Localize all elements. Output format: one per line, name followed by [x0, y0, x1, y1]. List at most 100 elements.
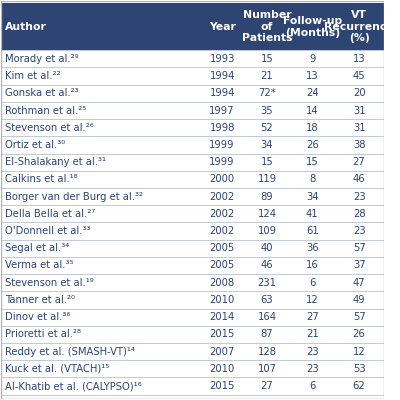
Text: 8: 8 — [309, 174, 316, 184]
Text: 6: 6 — [309, 381, 316, 391]
Text: 15: 15 — [261, 54, 273, 64]
Text: 9: 9 — [309, 54, 316, 64]
Text: Della Bella et al.²⁷: Della Bella et al.²⁷ — [5, 209, 96, 219]
Text: 128: 128 — [258, 346, 276, 356]
Text: 20: 20 — [353, 88, 366, 98]
Text: 16: 16 — [306, 260, 319, 270]
Text: 15: 15 — [261, 157, 273, 167]
Text: Borger van der Burg et al.³²: Borger van der Burg et al.³² — [5, 192, 143, 202]
Text: 61: 61 — [306, 226, 319, 236]
Text: Verma et al.³⁵: Verma et al.³⁵ — [5, 260, 74, 270]
Text: El-Shalakany et al.³¹: El-Shalakany et al.³¹ — [5, 157, 106, 167]
Text: 2015: 2015 — [210, 381, 235, 391]
Text: 23: 23 — [353, 192, 366, 202]
Text: 164: 164 — [258, 312, 276, 322]
Text: 1998: 1998 — [210, 123, 235, 133]
Text: 1999: 1999 — [209, 157, 235, 167]
Text: Follow-up
(Months): Follow-up (Months) — [283, 16, 342, 38]
Text: Kim et al.²²: Kim et al.²² — [5, 71, 61, 81]
Text: 23: 23 — [306, 346, 319, 356]
Text: Author: Author — [5, 22, 47, 32]
Text: Ortiz et al.³⁰: Ortiz et al.³⁰ — [5, 140, 66, 150]
Text: 26: 26 — [306, 140, 319, 150]
Text: Morady et al.²⁹: Morady et al.²⁹ — [5, 54, 79, 64]
Text: 27: 27 — [261, 381, 273, 391]
Text: 57: 57 — [353, 243, 366, 253]
Text: 63: 63 — [261, 295, 273, 305]
Text: 46: 46 — [353, 174, 366, 184]
Text: 2000: 2000 — [210, 174, 235, 184]
Text: Number
of
Patients: Number of Patients — [242, 10, 292, 44]
Text: Kuck et al. (VTACH)¹⁵: Kuck et al. (VTACH)¹⁵ — [5, 364, 110, 374]
Text: Segal et al.³⁴: Segal et al.³⁴ — [5, 243, 70, 253]
Text: 35: 35 — [261, 106, 273, 116]
Text: 21: 21 — [306, 329, 319, 339]
Text: 107: 107 — [258, 364, 276, 374]
Text: Prioretti et al.²⁸: Prioretti et al.²⁸ — [5, 329, 81, 339]
Text: 28: 28 — [353, 209, 366, 219]
Text: 72*: 72* — [258, 88, 276, 98]
Text: Reddy et al. (SMASH-VT)¹⁴: Reddy et al. (SMASH-VT)¹⁴ — [5, 346, 135, 356]
Text: 41: 41 — [306, 209, 319, 219]
Text: 1999: 1999 — [209, 140, 235, 150]
Text: VT
Recurrence
(%): VT Recurrence (%) — [324, 10, 394, 44]
Text: 124: 124 — [258, 209, 276, 219]
Text: 119: 119 — [258, 174, 276, 184]
Text: 109: 109 — [258, 226, 276, 236]
Text: 24: 24 — [306, 88, 319, 98]
Text: 13: 13 — [353, 54, 366, 64]
Text: Gonska et al.²³: Gonska et al.²³ — [5, 88, 79, 98]
Text: 1997: 1997 — [209, 106, 235, 116]
Text: 53: 53 — [353, 364, 366, 374]
Text: Calkins et al.¹⁸: Calkins et al.¹⁸ — [5, 174, 78, 184]
Text: 2015: 2015 — [210, 329, 235, 339]
Text: 18: 18 — [306, 123, 319, 133]
Text: 2005: 2005 — [210, 243, 235, 253]
Text: 1994: 1994 — [210, 88, 235, 98]
Text: 14: 14 — [306, 106, 319, 116]
Text: 27: 27 — [353, 157, 366, 167]
Text: 2008: 2008 — [210, 278, 235, 288]
Text: Al-Khatib et al. (CALYPSO)¹⁶: Al-Khatib et al. (CALYPSO)¹⁶ — [5, 381, 142, 391]
Text: 1994: 1994 — [210, 71, 235, 81]
Text: 34: 34 — [261, 140, 273, 150]
Text: Rothman et al.²⁵: Rothman et al.²⁵ — [5, 106, 86, 116]
Text: 57: 57 — [353, 312, 366, 322]
Text: 1993: 1993 — [210, 54, 235, 64]
Text: 37: 37 — [353, 260, 366, 270]
Text: 2010: 2010 — [210, 295, 235, 305]
Text: 49: 49 — [353, 295, 366, 305]
Text: 21: 21 — [261, 71, 273, 81]
Text: Dinov et al.³⁶: Dinov et al.³⁶ — [5, 312, 70, 322]
Text: Stevenson et al.¹⁹: Stevenson et al.¹⁹ — [5, 278, 94, 288]
Text: 87: 87 — [261, 329, 273, 339]
Text: 45: 45 — [353, 71, 366, 81]
Text: 2010: 2010 — [210, 364, 235, 374]
Text: 23: 23 — [353, 226, 366, 236]
Text: 40: 40 — [261, 243, 273, 253]
Text: 89: 89 — [261, 192, 273, 202]
Text: 12: 12 — [353, 346, 366, 356]
Text: 2014: 2014 — [210, 312, 235, 322]
Text: 13: 13 — [306, 71, 319, 81]
Text: 2002: 2002 — [210, 209, 235, 219]
Text: 231: 231 — [258, 278, 276, 288]
Text: 34: 34 — [306, 192, 318, 202]
Text: 27: 27 — [306, 312, 319, 322]
Text: 47: 47 — [353, 278, 366, 288]
Bar — [1, 3, 384, 50]
Text: 2007: 2007 — [210, 346, 235, 356]
Text: 52: 52 — [261, 123, 273, 133]
Text: Tanner et al.²⁰: Tanner et al.²⁰ — [5, 295, 75, 305]
Text: 38: 38 — [353, 140, 365, 150]
Text: O'Donnell et al.³³: O'Donnell et al.³³ — [5, 226, 91, 236]
Text: 12: 12 — [306, 295, 319, 305]
Text: 26: 26 — [353, 329, 366, 339]
Text: Year: Year — [209, 22, 236, 32]
Text: 31: 31 — [353, 123, 366, 133]
Text: 2002: 2002 — [210, 226, 235, 236]
Text: 46: 46 — [261, 260, 273, 270]
Text: Stevenson et al.²⁶: Stevenson et al.²⁶ — [5, 123, 94, 133]
Text: 23: 23 — [306, 364, 319, 374]
Text: 6: 6 — [309, 278, 316, 288]
